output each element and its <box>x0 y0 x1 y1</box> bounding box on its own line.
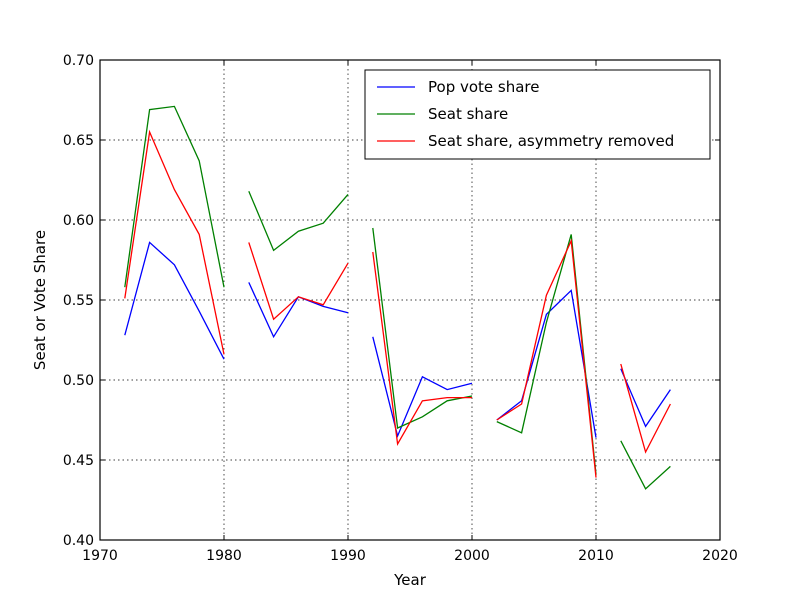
x-tick-label: 2000 <box>454 548 490 564</box>
series-line-segment <box>496 289 597 438</box>
series-line-segment <box>372 227 473 429</box>
y-tick-label: 0.65 <box>63 133 94 149</box>
series-line-segment <box>620 440 671 490</box>
series-pop-vote-share <box>124 241 671 439</box>
series-seat-share-asymmetry-removed <box>124 129 671 478</box>
series-line-segment <box>496 238 597 478</box>
y-tick-label: 0.45 <box>63 453 94 469</box>
y-tick-label: 0.55 <box>63 293 94 309</box>
x-tick-label: 1980 <box>206 548 242 564</box>
series-line-segment <box>124 129 225 355</box>
series-group <box>124 105 671 490</box>
series-seat-share <box>124 105 671 490</box>
legend-label: Seat share, asymmetry removed <box>428 132 674 150</box>
x-tick-label: 2010 <box>578 548 614 564</box>
series-line-segment <box>620 363 671 454</box>
x-axis-title: Year <box>393 571 427 589</box>
y-tick-label: 0.50 <box>63 373 94 389</box>
series-line-segment <box>372 336 473 439</box>
series-line-segment <box>248 242 349 321</box>
x-tick-label: 2020 <box>702 548 738 564</box>
series-line-segment <box>496 234 597 475</box>
x-tick-label: 1990 <box>330 548 366 564</box>
legend-box <box>364 69 711 160</box>
series-line-segment <box>620 368 671 428</box>
y-tick-label: 0.60 <box>63 213 94 229</box>
y-tick-label: 0.70 <box>63 53 94 69</box>
series-line-segment <box>248 190 349 252</box>
series-line-segment <box>372 251 472 446</box>
legend-label: Seat share <box>428 105 508 123</box>
grid <box>100 60 720 540</box>
series-line-segment <box>124 241 225 360</box>
series-line-segment <box>124 105 225 288</box>
legend-label: Pop vote share <box>428 78 540 96</box>
y-tick-label: 0.40 <box>63 533 94 549</box>
x-tick-label: 1970 <box>82 548 118 564</box>
axis-ticks: 1970 1980 1990 2000 2010 2020 0.40 0.45 0.50 0.55… <box>63 53 738 564</box>
legend: Pop vote share Seat share Seat share, asym… <box>364 69 711 160</box>
y-axis-title: Seat or Vote Share <box>31 230 49 370</box>
